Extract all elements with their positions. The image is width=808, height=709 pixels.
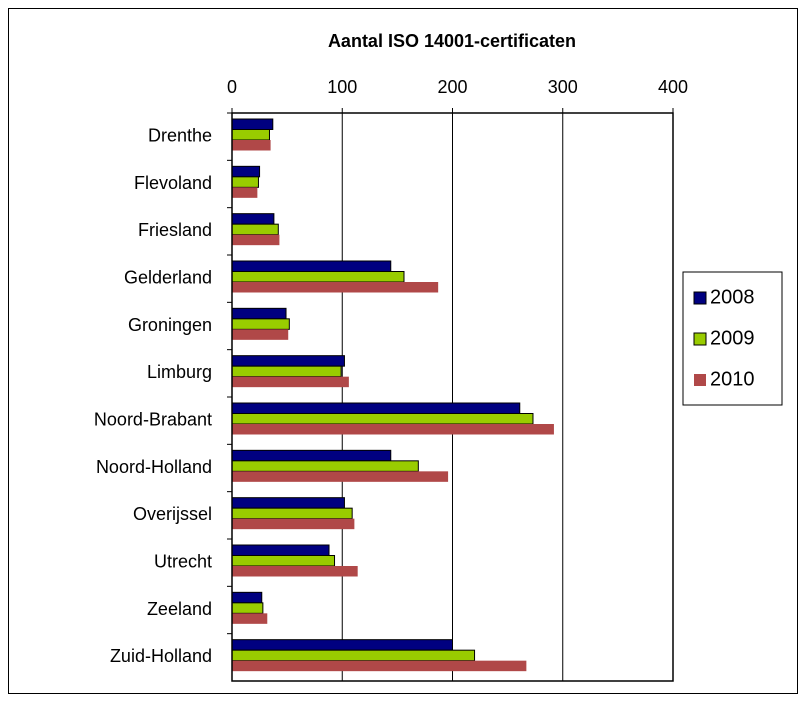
y-tick-label: Gelderland	[124, 267, 212, 287]
bar	[232, 424, 554, 435]
plot-frame	[231, 112, 674, 682]
bar	[231, 449, 392, 462]
bar	[231, 497, 345, 509]
bar	[231, 602, 264, 614]
y-tick-label: Zeeland	[147, 599, 212, 619]
y-tick-label: Noord-Brabant	[94, 409, 212, 429]
bar	[231, 223, 279, 236]
bar	[232, 140, 271, 151]
legend-label: 2008	[710, 286, 755, 308]
chart-title: Aantal ISO 14001-certificaten	[328, 31, 576, 51]
bar	[231, 649, 476, 662]
y-tick-label: Utrecht	[154, 551, 212, 571]
bar	[231, 460, 419, 472]
y-tick-label: Groningen	[128, 315, 212, 335]
y-tick-label: Noord-Holland	[96, 457, 212, 477]
legend-swatch	[694, 374, 706, 386]
legend-label: 2010	[710, 368, 755, 390]
y-tick-label: Limburg	[147, 362, 212, 382]
bar	[232, 234, 280, 246]
bar	[231, 260, 392, 272]
bar	[231, 307, 287, 320]
legend-label: 2009	[710, 327, 755, 349]
bar	[231, 165, 261, 178]
x-tick-label: 300	[548, 77, 578, 97]
bar	[232, 660, 527, 672]
bar	[231, 355, 345, 367]
y-tick-label: Flevoland	[134, 173, 212, 193]
bar	[231, 544, 330, 556]
bar	[231, 213, 275, 225]
bar	[232, 471, 449, 482]
legend-swatch	[693, 291, 707, 305]
bar	[232, 613, 268, 624]
chart-border	[8, 8, 798, 694]
bar	[231, 402, 521, 414]
x-tick-label: 100	[327, 77, 357, 97]
y-tick-label: Zuid-Holland	[110, 646, 212, 666]
y-tick-label: Overijssel	[133, 504, 212, 524]
bar	[231, 118, 274, 130]
bar	[231, 555, 336, 567]
y-tick-label: Friesland	[138, 220, 212, 240]
bar	[232, 282, 439, 293]
bar	[231, 271, 405, 283]
bar	[232, 518, 355, 530]
x-tick-label: 0	[227, 77, 237, 97]
bar	[232, 376, 349, 388]
bar	[231, 318, 290, 330]
bar	[231, 365, 342, 378]
bar	[231, 591, 263, 604]
bar	[231, 413, 534, 425]
y-tick-label: Drenthe	[148, 125, 212, 145]
bar	[232, 329, 289, 340]
bar	[231, 639, 453, 651]
legend-swatch	[693, 332, 707, 346]
x-tick-label: 400	[658, 77, 688, 97]
x-tick-label: 200	[437, 77, 467, 97]
bar	[232, 566, 358, 577]
bar	[231, 507, 353, 520]
bar	[231, 129, 270, 141]
bar	[231, 176, 259, 188]
bar	[232, 187, 258, 198]
